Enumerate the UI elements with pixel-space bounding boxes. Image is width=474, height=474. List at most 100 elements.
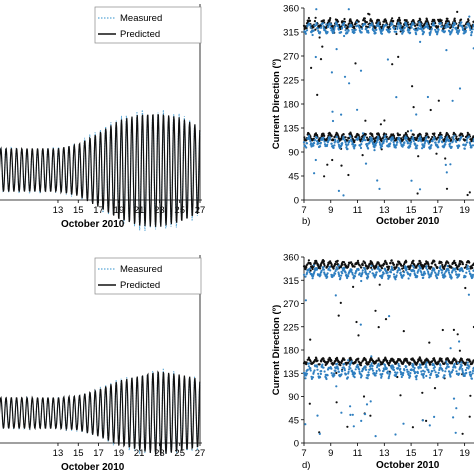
legend-label-measured: Measured [120,264,162,275]
scatter-point-black [415,266,418,269]
scatter-point-blue [403,369,406,372]
y-tick-label: 90 [288,392,299,403]
y-tick-label: 180 [283,346,299,357]
scatter-point-blue [371,24,374,27]
scatter-point-blue [351,28,354,31]
scatter-point-blue [369,400,372,403]
scatter-point-blue [417,268,420,271]
scatter-point-blue [379,146,382,149]
scatter-point-blue [411,21,414,24]
scatter-point-blue [325,377,328,381]
y-tick-label: 270 [283,52,299,63]
scatter-point-blue [386,58,389,61]
scatter-point-black [330,263,333,266]
scatter-point-blue [451,140,454,143]
scatter-point-blue [395,143,398,146]
scatter-point-black [328,18,331,21]
scatter-point-blue [337,189,340,192]
scatter-point-black [464,286,467,290]
scatter-point-blue [420,271,423,274]
scatter-point-blue [337,25,340,28]
scatter-point-blue [406,368,409,371]
scatter-point-blue [359,146,363,150]
scatter-point-blue [468,270,471,273]
y-tick-label: 0 [294,196,299,207]
scatter-point-blue [365,273,368,276]
scatter-point-blue [430,372,433,375]
scatter-point-blue [351,271,354,274]
scatter-point-blue [367,275,370,278]
scatter-point-blue [326,143,329,146]
scatter-point-black [448,23,451,26]
scatter-point-black [319,267,322,270]
scatter-point-blue [343,369,346,372]
x-tick-label: 13 [379,448,390,459]
scatter-point-black [369,414,372,417]
scatter-point-blue [410,179,413,182]
scatter-point-blue [401,145,404,148]
scatter-point-blue [378,364,381,367]
scatter-point-blue [447,22,450,25]
scatter-point-blue [315,136,318,139]
scatter-point-blue [355,269,358,272]
scatter-point-blue [330,27,333,30]
scatter-point-blue [419,137,422,140]
scatter-point-blue [354,368,357,371]
scatter-point-blue [402,274,405,277]
scatter-point-blue [309,26,312,29]
scatter-point-blue [357,136,360,139]
scatter-point-black [372,137,375,140]
scatter-point-black [350,261,353,264]
scatter-point-blue [333,27,336,30]
scatter-point-blue [312,29,315,32]
scatter-point-black [446,17,449,20]
scatter-point-blue [367,147,370,150]
scatter-point-blue [373,146,376,149]
scatter-point-blue [458,87,462,90]
scatter-point-blue [378,141,381,144]
scatter-point-blue [452,26,455,29]
scatter-point-black [471,266,474,270]
scatter-point-black [336,18,339,22]
scatter-point-blue [304,377,307,380]
scatter-point-blue [319,273,322,277]
scatter-point-blue [348,82,351,85]
scatter-point-blue [313,172,316,175]
scatter-point-blue [389,27,392,31]
scatter-point-blue [465,371,468,375]
scatter-point-black [319,264,322,267]
scatter-point-blue [408,29,411,32]
scatter-point-blue [371,367,374,370]
scatter-point-blue [470,34,473,37]
scatter-point-black [379,23,382,26]
scatter-point-blue [388,274,391,277]
scatter-point-blue [439,364,442,367]
scatter-point-black [364,359,367,362]
x-tick-label: 15 [406,448,417,459]
scatter-point-blue [305,29,309,32]
scatter-point-black [364,119,367,122]
scatter-point-blue [353,372,357,375]
scatter-point-blue [309,367,312,370]
scatter-point-black [459,263,462,266]
scatter-point-blue [308,271,311,274]
scatter-point-blue [397,269,400,272]
scatter-point-blue [337,139,340,142]
x-tick-label: 25 [174,205,185,216]
scatter-point-black [419,133,422,136]
scatter-point-blue [409,375,412,378]
scatter-point-black [451,360,454,363]
scatter-point-blue [426,95,429,99]
scatter-point-blue [422,376,425,379]
scatter-point-blue [327,267,330,270]
scatter-point-black [405,19,408,22]
chart-panel-d: 0 45 90 135 180 225 270 315 360 7 9 11 13 15 17 19 Curr… [271,253,474,471]
scatter-point-black [453,259,456,262]
scatter-point-blue [307,365,310,368]
scatter-point-blue [447,269,450,272]
scatter-point-black [314,132,318,135]
scatter-point-blue [320,269,323,272]
scatter-point-black [398,16,401,19]
scatter-point-blue [322,268,325,271]
scatter-point-blue [347,370,350,373]
